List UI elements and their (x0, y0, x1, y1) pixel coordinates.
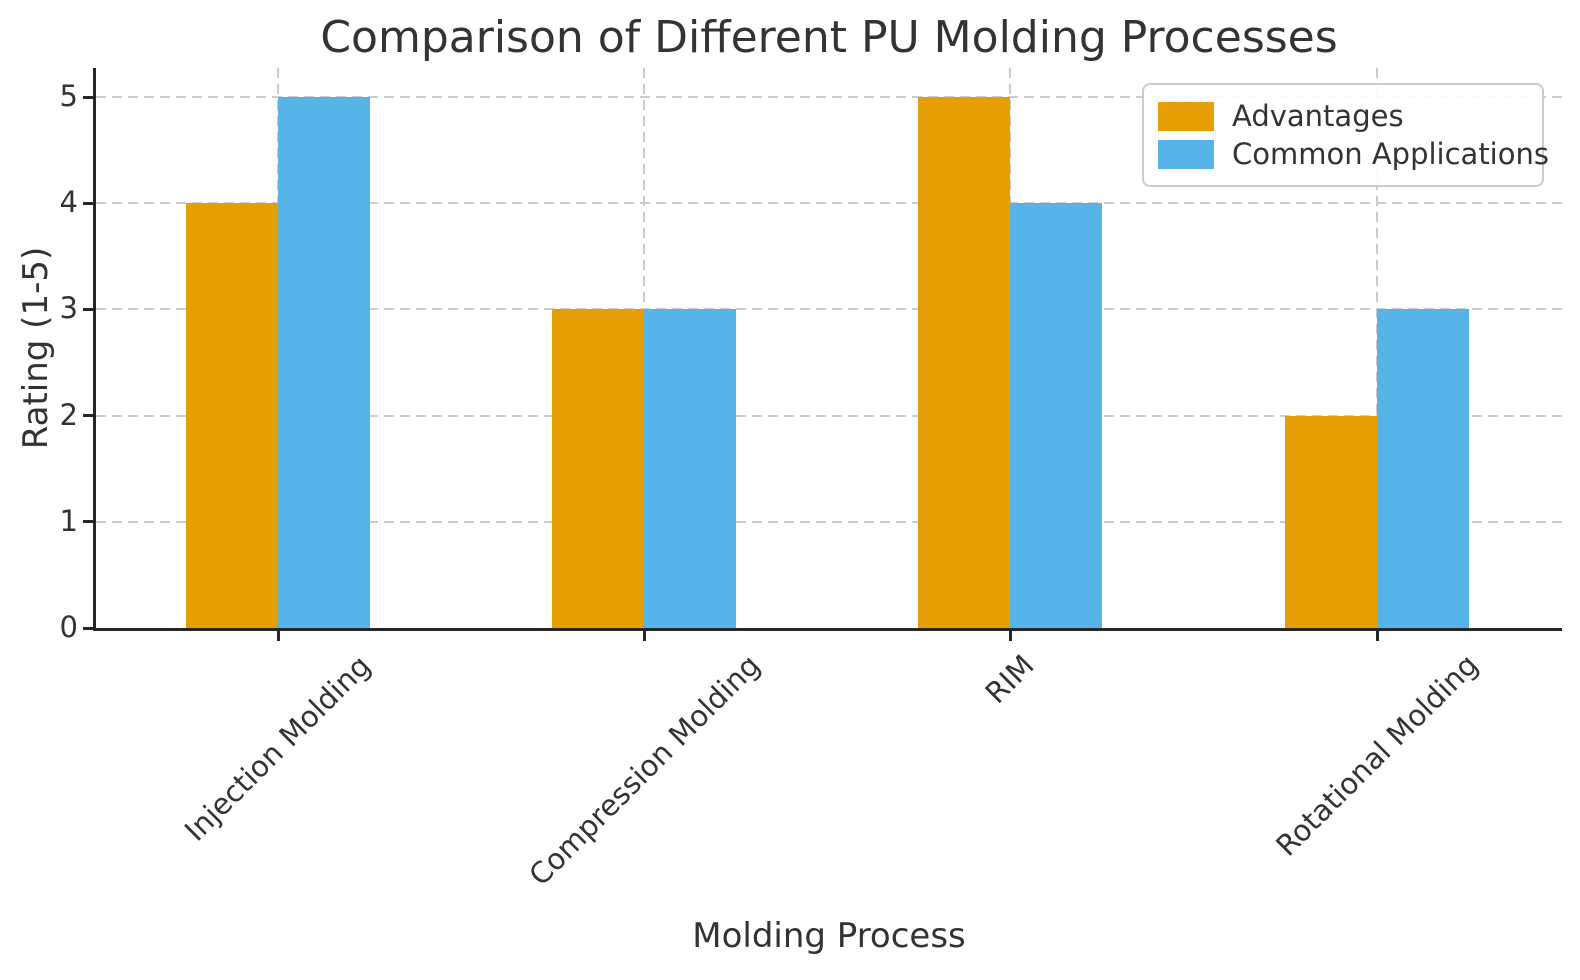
y-tick-label-5: 5 (59, 79, 78, 113)
gridline-y-1 (96, 520, 1562, 523)
legend-swatch-advantages (1158, 101, 1214, 131)
bar-common-applications-rotational-molding (1377, 309, 1469, 628)
legend-item-common-applications: Common Applications (1158, 136, 1549, 172)
bar-common-applications-injection-molding (278, 97, 370, 628)
y-tick-label-2: 2 (59, 397, 78, 432)
legend: Advantages Common Applications (1142, 83, 1549, 187)
bar-common-applications-rim (1010, 203, 1102, 628)
gridline-y-2 (96, 414, 1562, 417)
y-tick-5 (83, 95, 93, 99)
x-axis-label: Molding Process (692, 916, 966, 956)
bar-advantages-injection-molding (186, 203, 278, 628)
bar-advantages-rim (918, 97, 1010, 628)
y-tick-label-3: 3 (59, 291, 78, 326)
legend-label: Advantages (1232, 99, 1404, 133)
bar-advantages-rotational-molding (1285, 416, 1377, 628)
legend-item-advantages: Advantages (1158, 98, 1528, 134)
bar-advantages-compression-molding (552, 309, 644, 628)
x-tick-label-rim: RIM (978, 648, 1041, 711)
legend-label: Common Applications (1232, 137, 1549, 171)
gridline-y-4 (96, 202, 1562, 205)
y-tick-label-0: 0 (59, 610, 78, 644)
y-tick-label-1: 1 (59, 503, 78, 538)
y-tick-label-4: 4 (59, 185, 78, 220)
legend-swatch-common-applications (1158, 139, 1214, 169)
x-tick-label-compression-molding: Compression Molding (521, 647, 767, 893)
x-tick-rotational-molding (1375, 631, 1379, 641)
bar-common-applications-compression-molding (644, 309, 736, 628)
y-tick-2 (83, 414, 93, 418)
x-tick-label-rotational-molding: Rotational Molding (1269, 647, 1485, 864)
y-tick-3 (83, 307, 93, 311)
y-tick-1 (83, 520, 93, 524)
plot-area (93, 68, 1562, 631)
x-tick-injection-molding (276, 631, 280, 641)
x-tick-compression-molding (642, 631, 646, 641)
y-tick-4 (83, 201, 93, 205)
chart-title: Comparison of Different PU Molding Proce… (320, 12, 1338, 63)
gridline-y-3 (96, 308, 1562, 311)
gridline-y-5 (96, 96, 1562, 98)
x-tick-label-injection-molding: Injection Molding (177, 648, 378, 848)
y-tick-0 (83, 626, 93, 630)
x-tick-rim (1008, 631, 1012, 641)
